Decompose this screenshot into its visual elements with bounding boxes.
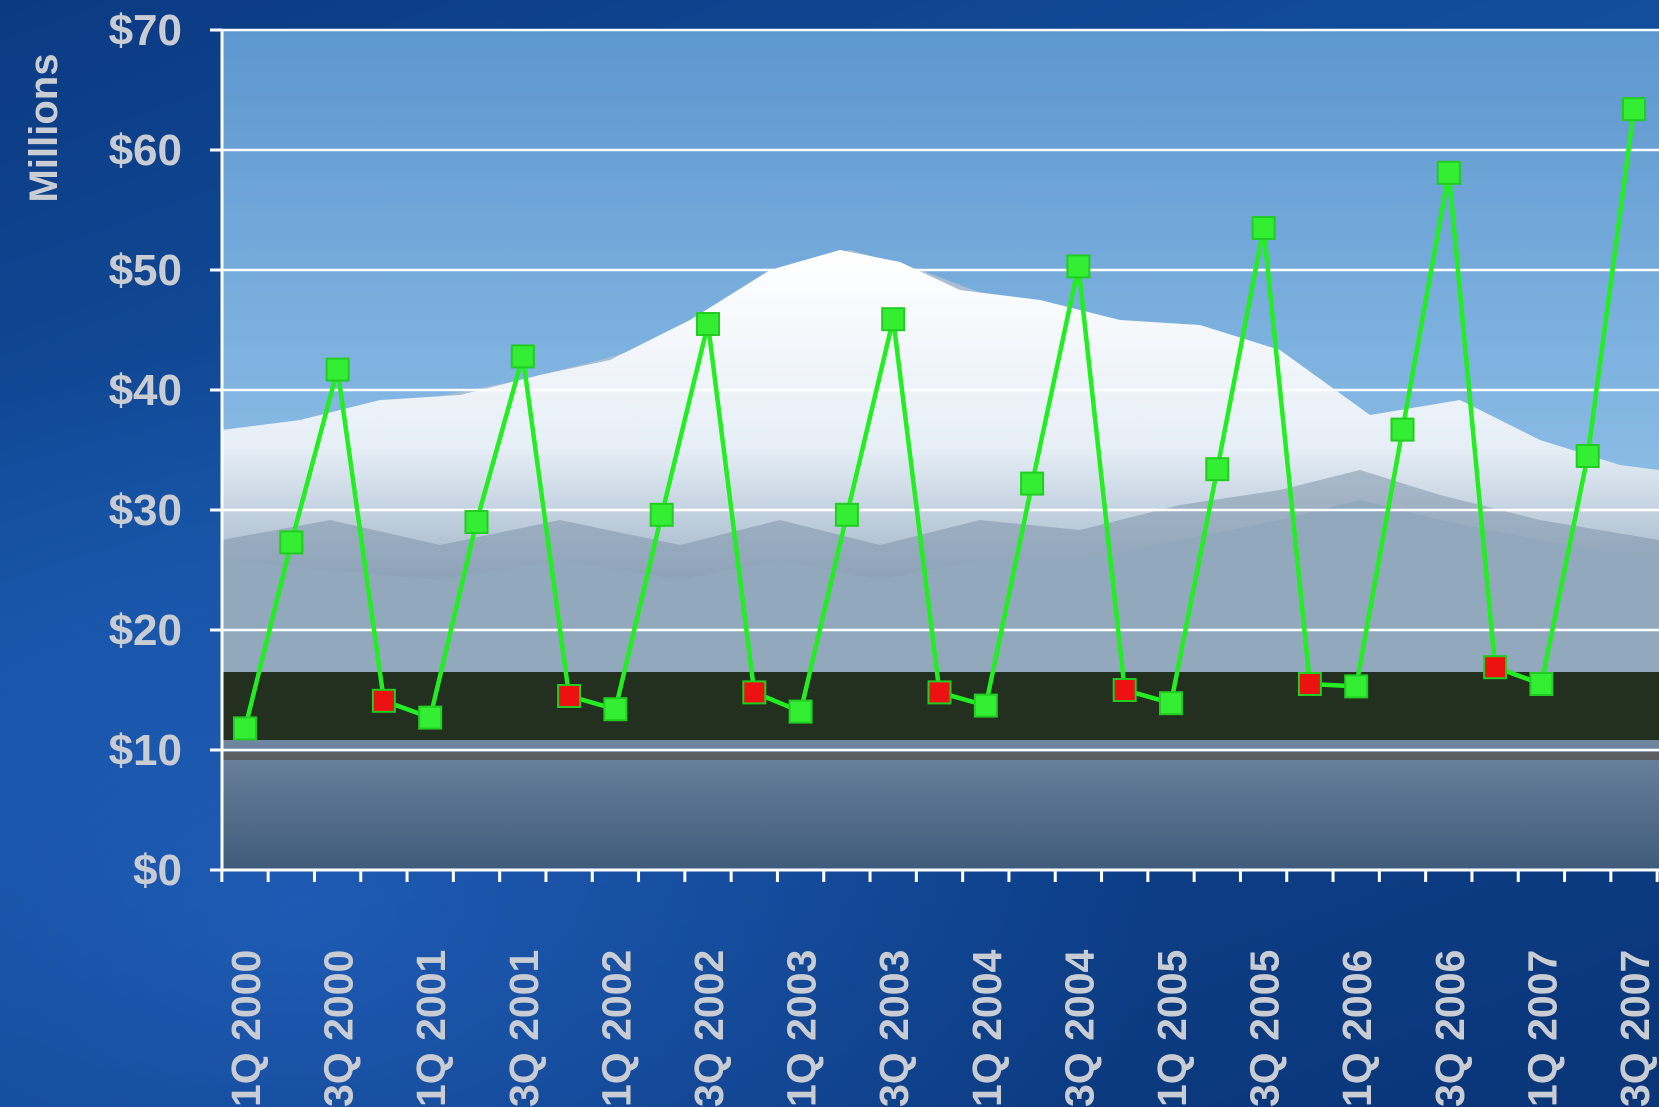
data-point bbox=[1390, 417, 1415, 442]
y-tick-label: $10 bbox=[109, 726, 182, 775]
river-bank bbox=[222, 752, 1659, 760]
y-tick-label: $60 bbox=[109, 126, 182, 175]
y-tick-label: $20 bbox=[109, 606, 182, 655]
river bbox=[222, 740, 1659, 870]
data-point-red bbox=[1297, 672, 1322, 696]
series-markers bbox=[233, 97, 1646, 741]
data-point bbox=[1344, 674, 1369, 699]
data-point bbox=[1159, 691, 1183, 716]
x-tick-label: 3Q 2001 bbox=[501, 950, 547, 1107]
x-tick-label: 1Q 2000 bbox=[223, 950, 269, 1107]
data-point bbox=[649, 502, 674, 527]
data-point bbox=[881, 307, 906, 332]
data-point bbox=[1436, 160, 1461, 185]
data-point bbox=[696, 312, 720, 336]
x-tick-label: 1Q 2005 bbox=[1149, 950, 1195, 1107]
data-point-red bbox=[742, 680, 767, 705]
x-tick-label: 3Q 2002 bbox=[686, 950, 732, 1107]
x-tick-labels: 1Q 2000 3Q 2000 1Q 2001 3Q 2001 1Q 2002 3Q 20… bbox=[223, 950, 1658, 1107]
data-point-red bbox=[927, 680, 952, 705]
data-point bbox=[603, 697, 628, 722]
x-tick-label: 3Q 2005 bbox=[1242, 950, 1288, 1107]
data-point-red bbox=[1483, 655, 1508, 680]
x-tick-label: 3Q 2000 bbox=[316, 950, 362, 1107]
y-tick-labels: $0 $10 $20 $30 $40 $50 $60 $70 bbox=[109, 6, 182, 895]
data-point bbox=[1622, 97, 1646, 122]
x-tick-label: 3Q 2004 bbox=[1056, 950, 1102, 1107]
data-point bbox=[1251, 216, 1276, 240]
x-tick-label: 3Q 2007 bbox=[1612, 950, 1658, 1107]
y-tick-label: $0 bbox=[133, 846, 182, 895]
x-tick-label: 3Q 2006 bbox=[1427, 950, 1473, 1107]
y-tick-label: $50 bbox=[109, 246, 182, 295]
data-point bbox=[464, 510, 489, 534]
gridlines bbox=[222, 28, 1659, 752]
data-point bbox=[973, 693, 998, 718]
data-point bbox=[418, 705, 443, 730]
axes bbox=[210, 28, 1659, 882]
data-point-red bbox=[1112, 678, 1137, 702]
data-point bbox=[1575, 444, 1600, 468]
x-tick-label: 1Q 2006 bbox=[1334, 950, 1380, 1107]
data-point-red bbox=[371, 688, 396, 713]
data-point bbox=[788, 699, 813, 724]
data-point bbox=[834, 502, 859, 527]
y-tick-label: $30 bbox=[109, 486, 182, 535]
data-point bbox=[325, 357, 350, 382]
data-point bbox=[233, 716, 257, 741]
y-tick-label: $70 bbox=[109, 6, 182, 55]
data-point bbox=[279, 530, 304, 555]
x-tick-label: 1Q 2004 bbox=[964, 950, 1010, 1107]
y-tick-label: $40 bbox=[109, 366, 182, 415]
data-point bbox=[510, 344, 535, 369]
y-axis-label: Millions bbox=[22, 54, 66, 203]
data-point-red bbox=[557, 684, 582, 708]
data-point bbox=[1205, 457, 1230, 482]
background-photo bbox=[222, 30, 1659, 870]
x-tick-label: 1Q 2001 bbox=[408, 950, 454, 1107]
x-tick-label: 1Q 2007 bbox=[1519, 950, 1565, 1107]
mountain-shadow bbox=[222, 470, 1659, 690]
data-point bbox=[1066, 254, 1091, 279]
data-point bbox=[1529, 672, 1554, 696]
x-tick-label: 1Q 2002 bbox=[593, 950, 639, 1107]
data-point bbox=[1020, 471, 1045, 496]
x-tick-label: 3Q 2003 bbox=[871, 950, 917, 1107]
x-tick-label: 1Q 2003 bbox=[779, 950, 825, 1107]
